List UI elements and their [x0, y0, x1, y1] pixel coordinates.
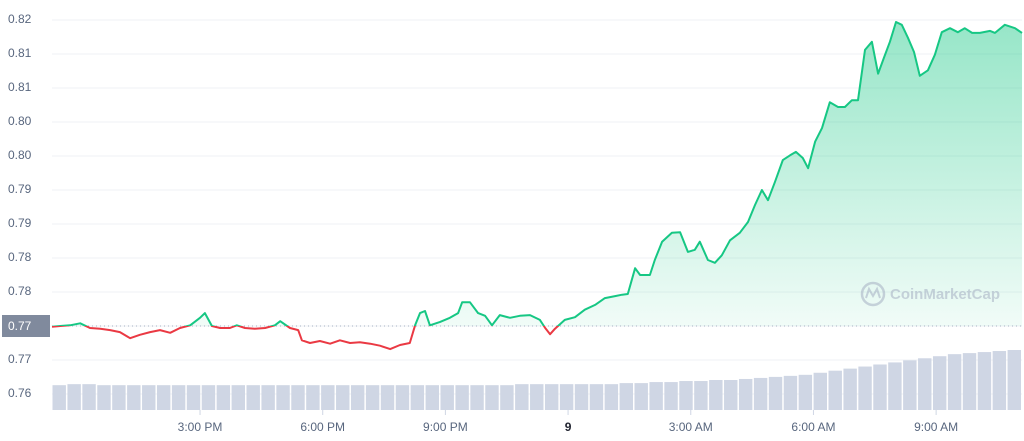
- volume-bar: [336, 385, 350, 410]
- volume-bar: [962, 353, 977, 410]
- volume-bar: [724, 380, 738, 410]
- x-tick-label: 3:00 AM: [669, 420, 713, 434]
- volume-bar: [992, 351, 1007, 410]
- volume-bar: [589, 384, 604, 410]
- volume-bar: [246, 385, 260, 410]
- volume-bar: [261, 385, 275, 410]
- volume-bar: [559, 384, 574, 410]
- volume-bar: [947, 354, 962, 410]
- price-area: [52, 22, 1022, 326]
- watermark: CoinMarketCap: [860, 281, 1000, 307]
- volume-bar: [201, 385, 216, 410]
- x-tick-label: 6:00 PM: [300, 420, 345, 434]
- y-tick-label: 0.78: [8, 284, 32, 298]
- volume-bar: [112, 385, 126, 410]
- volume-bar: [918, 358, 932, 410]
- volume-bar: [530, 384, 544, 410]
- volume-bar: [903, 360, 917, 410]
- volume-bar: [291, 385, 305, 410]
- volume-bar: [798, 374, 813, 410]
- volume-bar: [82, 384, 96, 410]
- volume-bar: [843, 368, 857, 410]
- volume-bar: [156, 385, 171, 410]
- volume-bar: [783, 375, 798, 410]
- volume-bar: [127, 385, 141, 410]
- y-tick-label: 0.77: [8, 352, 32, 366]
- volume-bar: [544, 384, 559, 410]
- y-tick-label: 0.79: [8, 216, 32, 230]
- x-tick-label: 9:00 AM: [914, 420, 958, 434]
- volume-bar: [768, 376, 783, 410]
- volume-bar: [574, 384, 589, 410]
- volume-bar: [350, 385, 365, 410]
- y-tick-label: 0.80: [8, 114, 32, 128]
- volume-bar: [52, 385, 66, 410]
- volume-bar: [977, 352, 992, 410]
- volume-bar: [171, 385, 186, 410]
- volume-bar: [455, 385, 469, 410]
- volume-bar: [67, 384, 81, 410]
- volume-bar: [186, 385, 201, 410]
- volume-bar: [380, 385, 395, 410]
- volume-bar: [888, 362, 902, 410]
- volume-bar: [321, 385, 335, 410]
- x-tick-label: 9:00 PM: [423, 420, 468, 434]
- volume-bar: [619, 383, 633, 410]
- watermark-text: CoinMarketCap: [890, 286, 1000, 303]
- volume-bar: [306, 385, 320, 410]
- x-tick-label: 9: [565, 420, 572, 434]
- volume-bar: [485, 385, 499, 410]
- volume-bar: [753, 377, 768, 410]
- volume-bar: [515, 384, 529, 410]
- volume-bar: [813, 372, 827, 410]
- volume-bar: [738, 378, 753, 410]
- x-tick-label: 6:00 AM: [791, 420, 835, 434]
- volume-bar: [634, 383, 648, 410]
- x-tick-label: 3:00 PM: [178, 420, 223, 434]
- volume-bar: [709, 380, 723, 410]
- volume-bar: [858, 366, 872, 410]
- volume-bar: [1007, 350, 1021, 410]
- y-tick-label: 0.77: [8, 319, 32, 333]
- volume-bar: [604, 384, 619, 410]
- volume-bar: [216, 385, 231, 410]
- y-tick-label: 0.76: [8, 386, 32, 400]
- volume-bar: [97, 385, 111, 410]
- volume-bar: [828, 370, 842, 410]
- volume-bar: [365, 385, 380, 410]
- volume-bar: [932, 356, 947, 410]
- volume-bar: [664, 382, 678, 410]
- volume-bar: [425, 385, 439, 410]
- y-tick-label: 0.80: [8, 148, 32, 162]
- y-tick-label: 0.82: [8, 12, 32, 26]
- volume-bar: [142, 385, 156, 410]
- volume-bar: [679, 381, 693, 410]
- y-tick-label: 0.79: [8, 182, 32, 196]
- volume-bar: [231, 385, 245, 410]
- volume-bar: [470, 385, 484, 410]
- reference-label-box: [2, 315, 50, 337]
- volume-bar: [440, 385, 454, 410]
- volume-bar: [395, 385, 410, 410]
- volume-bar: [649, 382, 663, 410]
- y-tick-label: 0.78: [8, 250, 32, 264]
- y-tick-label: 0.81: [8, 80, 32, 94]
- volume-bar: [694, 381, 708, 410]
- volume-bar: [500, 385, 514, 410]
- volume-bar: [276, 385, 290, 410]
- y-tick-label: 0.81: [8, 46, 32, 60]
- volume-bar: [873, 364, 887, 410]
- volume-bar: [410, 385, 425, 410]
- price-line: [51, 21, 1023, 351]
